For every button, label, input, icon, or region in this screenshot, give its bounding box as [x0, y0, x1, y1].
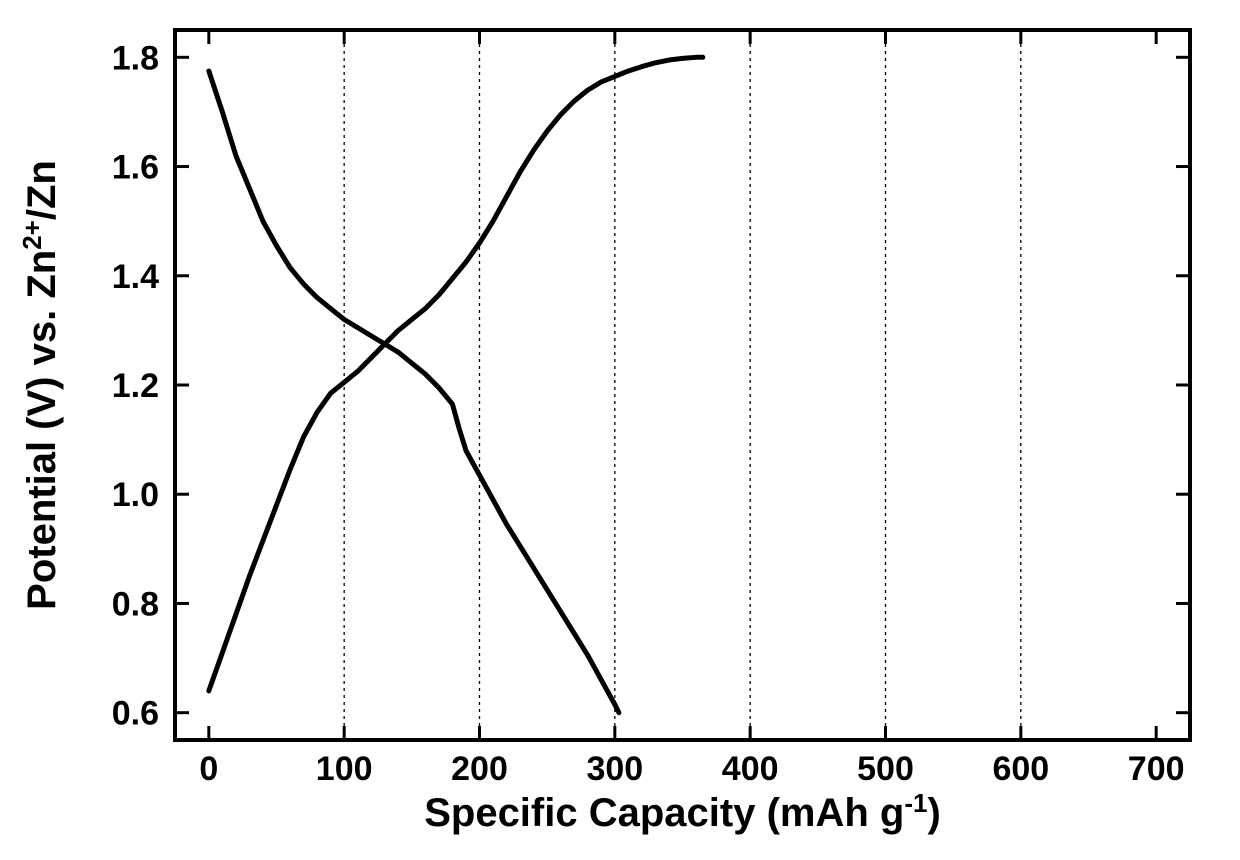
- x-tick-label: 600: [992, 750, 1049, 788]
- x-axis-label: Specific Capacity (mAh g-1): [424, 788, 941, 835]
- x-tick-label: 700: [1128, 750, 1185, 788]
- y-tick-label: 1.4: [112, 258, 159, 296]
- x-tick-label: 500: [857, 750, 914, 788]
- x-tick-label: 100: [316, 750, 373, 788]
- x-tick-label: 200: [451, 750, 508, 788]
- y-tick-label: 1.0: [112, 476, 159, 514]
- x-tick-label: 400: [722, 750, 779, 788]
- y-tick-label: 0.6: [112, 695, 159, 733]
- y-tick-label: 1.6: [112, 149, 159, 187]
- y-tick-label: 0.8: [112, 585, 159, 623]
- chart-svg: 0 100 200 300 400 500 600 700 0.6 0.8 1.0 1.2 1.4 1.6…: [0, 0, 1240, 860]
- y-tick-label: 1.8: [112, 39, 159, 77]
- x-tick-label: 300: [586, 750, 643, 788]
- y-tick-label: 1.2: [112, 367, 159, 405]
- chart-container: 0 100 200 300 400 500 600 700 0.6 0.8 1.0 1.2 1.4 1.6…: [0, 0, 1240, 860]
- x-tick-label: 0: [199, 750, 218, 788]
